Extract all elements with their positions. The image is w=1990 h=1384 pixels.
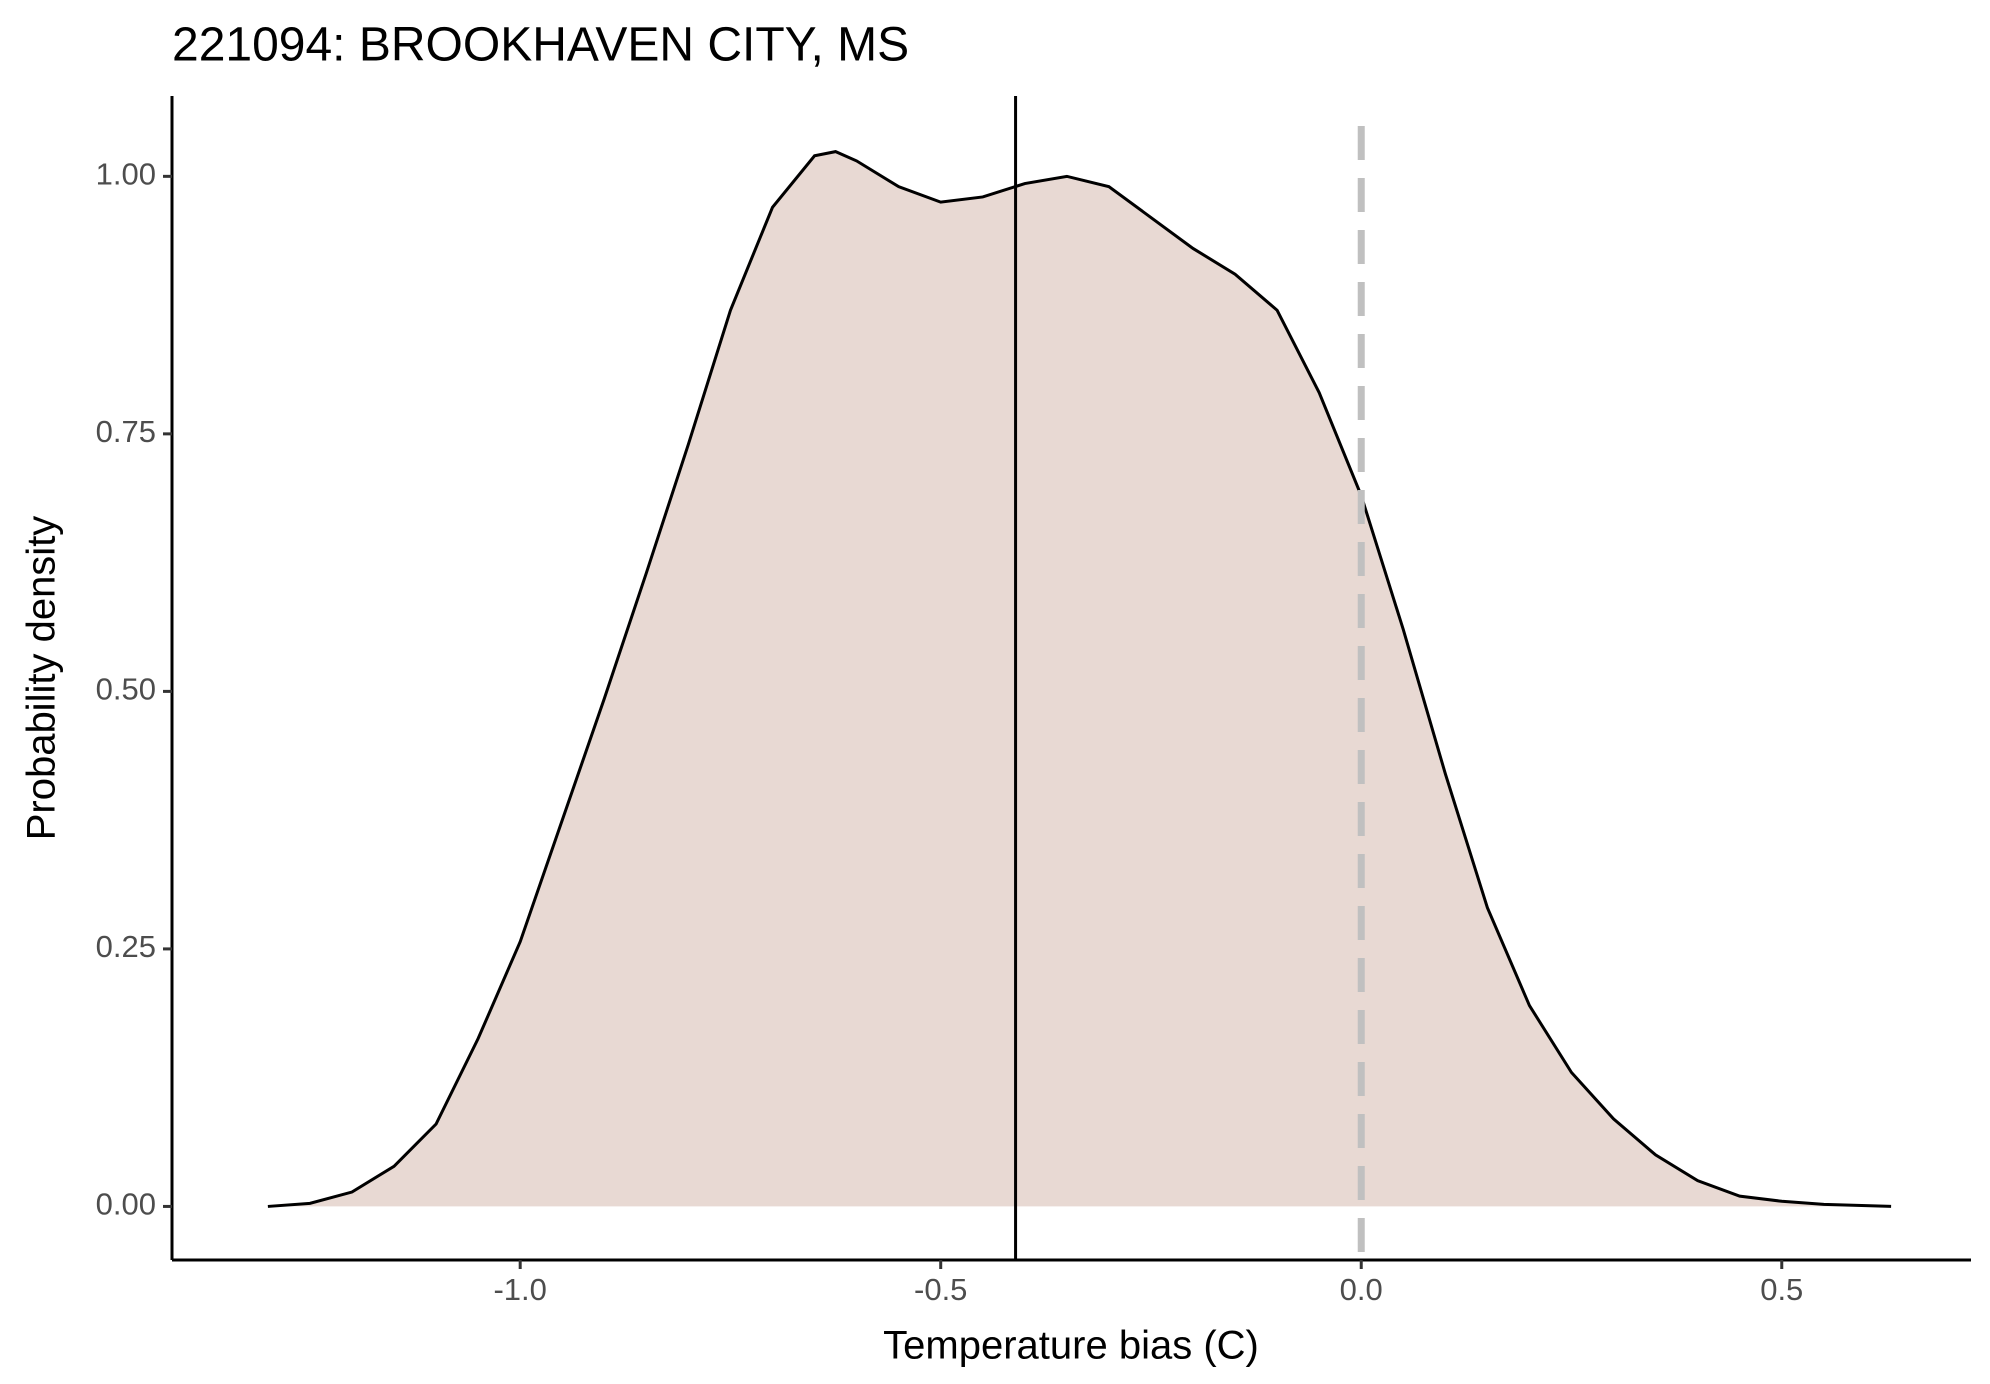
x-tick-label: 0.5 <box>1760 1272 1803 1307</box>
density-area <box>267 151 1892 1207</box>
y-tick-label: 0.00 <box>96 1187 156 1222</box>
x-axis-title: Temperature bias (C) <box>883 1324 1259 1368</box>
y-tick-label: 0.50 <box>96 672 156 707</box>
y-tick-label: 0.75 <box>96 414 156 449</box>
chart-title: 221094: BROOKHAVEN CITY, MS <box>172 19 909 72</box>
x-tick-label: 0.0 <box>1340 1272 1383 1307</box>
density-line <box>267 150 1892 1208</box>
y-tick-label: 1.00 <box>96 157 156 192</box>
y-axis-title: Probability density <box>20 516 64 841</box>
y-tick-label: 0.25 <box>96 929 156 964</box>
x-tick-label: -1.0 <box>493 1272 546 1307</box>
x-tick-label: -0.5 <box>914 1272 967 1307</box>
